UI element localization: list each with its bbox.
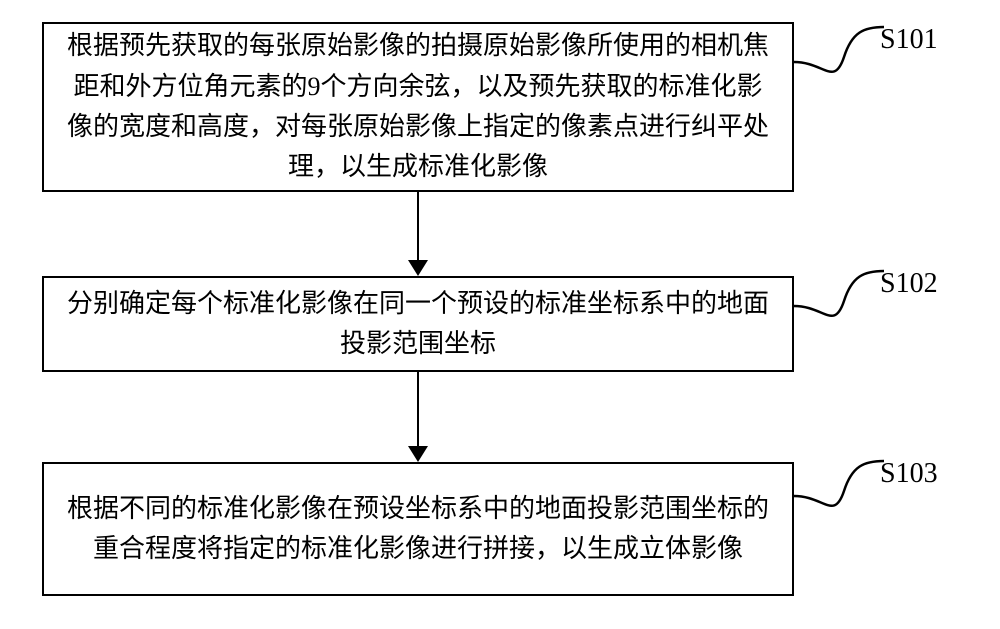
connector-curve-s102 xyxy=(794,266,884,336)
arrow-head-1 xyxy=(408,260,428,276)
connector-curve-s103 xyxy=(794,456,884,526)
flow-node-s101: 根据预先获取的每张原始影像的拍摄原始影像所使用的相机焦距和外方位角元素的9个方向… xyxy=(42,22,794,192)
arrow-head-2 xyxy=(408,446,428,462)
step-label-s101: S101 xyxy=(880,24,938,56)
flow-node-text: 根据不同的标准化影像在预设坐标系中的地面投影范围坐标的重合程度将指定的标准化影像… xyxy=(62,489,774,570)
arrow-line-2 xyxy=(417,372,419,448)
flow-node-text: 根据预先获取的每张原始影像的拍摄原始影像所使用的相机焦距和外方位角元素的9个方向… xyxy=(62,26,774,187)
flow-node-s103: 根据不同的标准化影像在预设坐标系中的地面投影范围坐标的重合程度将指定的标准化影像… xyxy=(42,462,794,596)
flowchart-canvas: 根据预先获取的每张原始影像的拍摄原始影像所使用的相机焦距和外方位角元素的9个方向… xyxy=(0,0,1000,629)
step-label-s102: S102 xyxy=(880,268,938,300)
flow-node-text: 分别确定每个标准化影像在同一个预设的标准坐标系中的地面投影范围坐标 xyxy=(62,284,774,365)
flow-node-s102: 分别确定每个标准化影像在同一个预设的标准坐标系中的地面投影范围坐标 xyxy=(42,276,794,372)
step-label-text: S101 xyxy=(880,24,938,55)
connector-curve-s101 xyxy=(794,22,884,92)
step-label-text: S103 xyxy=(880,458,938,489)
step-label-text: S102 xyxy=(880,268,938,299)
step-label-s103: S103 xyxy=(880,458,938,490)
arrow-line-1 xyxy=(417,192,419,262)
